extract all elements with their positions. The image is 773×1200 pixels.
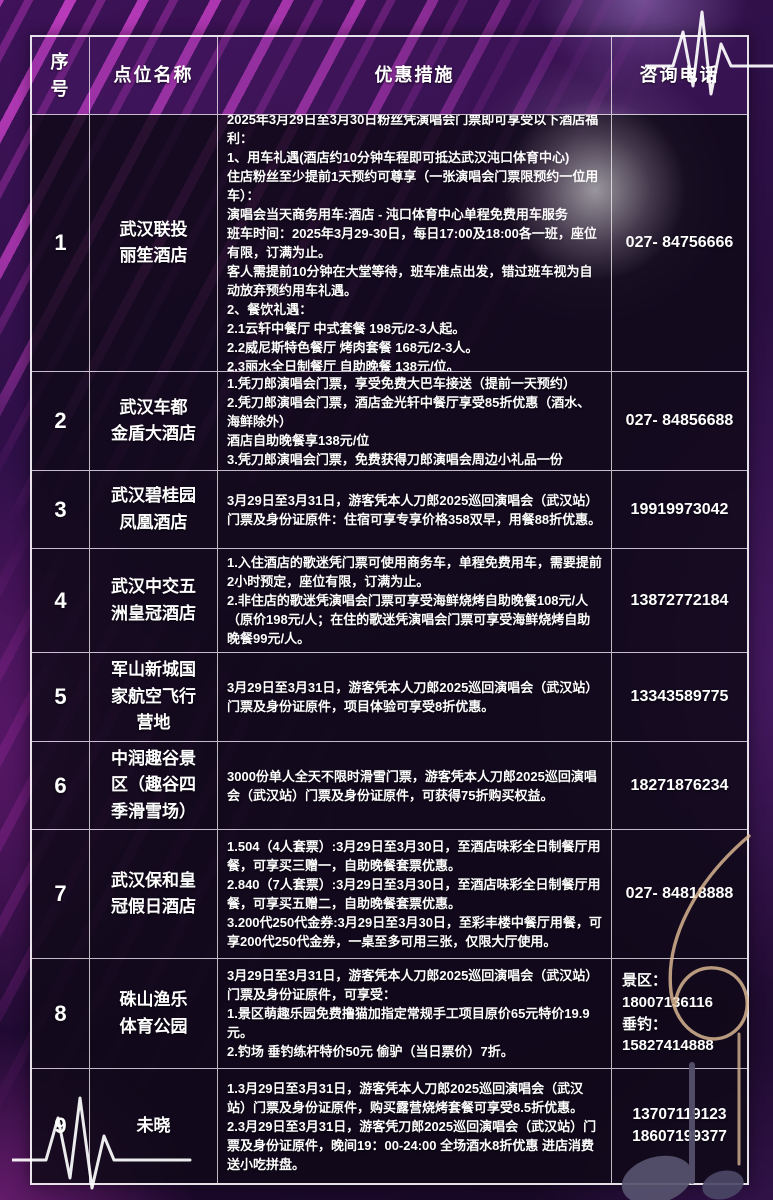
phone-number: 027- 84856688 [611, 372, 747, 470]
offer-details: 1.凭刀郎演唱会门票，享受免费大巴车接送（提前一天预约） 2.凭刀郎演唱会门票，… [217, 372, 611, 470]
table-row: 2 武汉车都 金盾大酒店 1.凭刀郎演唱会门票，享受免费大巴车接送（提前一天预约… [32, 371, 747, 470]
row-number: 8 [32, 959, 89, 1068]
venue-name: 武汉中交五 洲皇冠酒店 [89, 549, 217, 652]
venue-name: 武汉碧桂园 凤凰酒店 [89, 471, 217, 548]
phone-number: 027- 84818888 [611, 830, 747, 958]
offer-details: 1.入住酒店的歌迷凭门票可使用商务车，单程免费用车，需要提前2小时预定，座位有限… [217, 549, 611, 652]
table-row: 7 武汉保和皇 冠假日酒店 1.504（4人套票）:3月29日至3月30日，至酒… [32, 829, 747, 958]
row-number: 6 [32, 742, 89, 829]
venue-name: 中润趣谷景 区（趣谷四 季滑雪场） [89, 742, 217, 829]
row-number: 1 [32, 115, 89, 371]
row-number: 5 [32, 653, 89, 741]
table-row: 5 军山新城国 家航空飞行 营地 3月29日至3月31日，游客凭本人刀郎2025… [32, 652, 747, 741]
offer-details: 1.504（4人套票）:3月29日至3月30日，至酒店味彩全日制餐厅用餐，可享买… [217, 830, 611, 958]
offer-details: 3月29日至3月31日，游客凭本人刀郎2025巡回演唱会（武汉站）门票及身份证原… [217, 653, 611, 741]
phone-number: 景区： 18007136116 垂钓： 15827414888 [611, 959, 747, 1068]
offer-details: 1.3月29日至3月31日，游客凭本人刀郎2025巡回演唱会（武汉站）门票及身份… [217, 1069, 611, 1183]
phone-number: 027- 84756666 [611, 115, 747, 371]
row-number: 4 [32, 549, 89, 652]
venue-name: 军山新城国 家航空飞行 营地 [89, 653, 217, 741]
table-header-row: 序 号 点位名称 优惠措施 咨询电话 [32, 37, 747, 114]
offer-details: 3000份单人全天不限时滑雪门票，游客凭本人刀郎2025巡回演唱会（武汉站）门票… [217, 742, 611, 829]
table-row: 3 武汉碧桂园 凤凰酒店 3月29日至3月31日，游客凭本人刀郎2025巡回演唱… [32, 470, 747, 548]
venue-name: 武汉保和皇 冠假日酒店 [89, 830, 217, 958]
phone-number: 13872772184 [611, 549, 747, 652]
row-number: 2 [32, 372, 89, 470]
table-row: 6 中润趣谷景 区（趣谷四 季滑雪场） 3000份单人全天不限时滑雪门票，游客凭… [32, 741, 747, 829]
venue-name: 硃山渔乐 体育公园 [89, 959, 217, 1068]
header-no: 序 号 [32, 37, 89, 114]
offer-details: 3月29日至3月31日，游客凭本人刀郎2025巡回演唱会（武汉站）门票及身份证原… [217, 959, 611, 1068]
offer-details: 3月29日至3月31日，游客凭本人刀郎2025巡回演唱会（武汉站）门票及身份证原… [217, 471, 611, 548]
row-number: 9 [32, 1069, 89, 1183]
row-number: 7 [32, 830, 89, 958]
offer-details: 2025年3月29日至3月30日粉丝凭演唱会门票即可享受以下酒店福利： 1、用车… [217, 115, 611, 371]
table-row: 9 未晓 1.3月29日至3月31日，游客凭本人刀郎2025巡回演唱会（武汉站）… [32, 1068, 747, 1183]
venue-name: 武汉车都 金盾大酒店 [89, 372, 217, 470]
table-row: 8 硃山渔乐 体育公园 3月29日至3月31日，游客凭本人刀郎2025巡回演唱会… [32, 958, 747, 1068]
phone-number: 13707119123 18607199377 [611, 1069, 747, 1183]
table-row: 4 武汉中交五 洲皇冠酒店 1.入住酒店的歌迷凭门票可使用商务车，单程免费用车，… [32, 548, 747, 652]
header-phone: 咨询电话 [611, 37, 747, 114]
header-offers: 优惠措施 [217, 37, 611, 114]
hotel-offers-table: 序 号 点位名称 优惠措施 咨询电话 1 武汉联投 丽笙酒店 2025年3月29… [30, 35, 749, 1185]
header-venue: 点位名称 [89, 37, 217, 114]
phone-number: 18271876234 [611, 742, 747, 829]
row-number: 3 [32, 471, 89, 548]
phone-number: 19919973042 [611, 471, 747, 548]
venue-name: 武汉联投 丽笙酒店 [89, 115, 217, 371]
venue-name: 未晓 [89, 1069, 217, 1183]
phone-number: 13343589775 [611, 653, 747, 741]
table-row: 1 武汉联投 丽笙酒店 2025年3月29日至3月30日粉丝凭演唱会门票即可享受… [32, 114, 747, 371]
